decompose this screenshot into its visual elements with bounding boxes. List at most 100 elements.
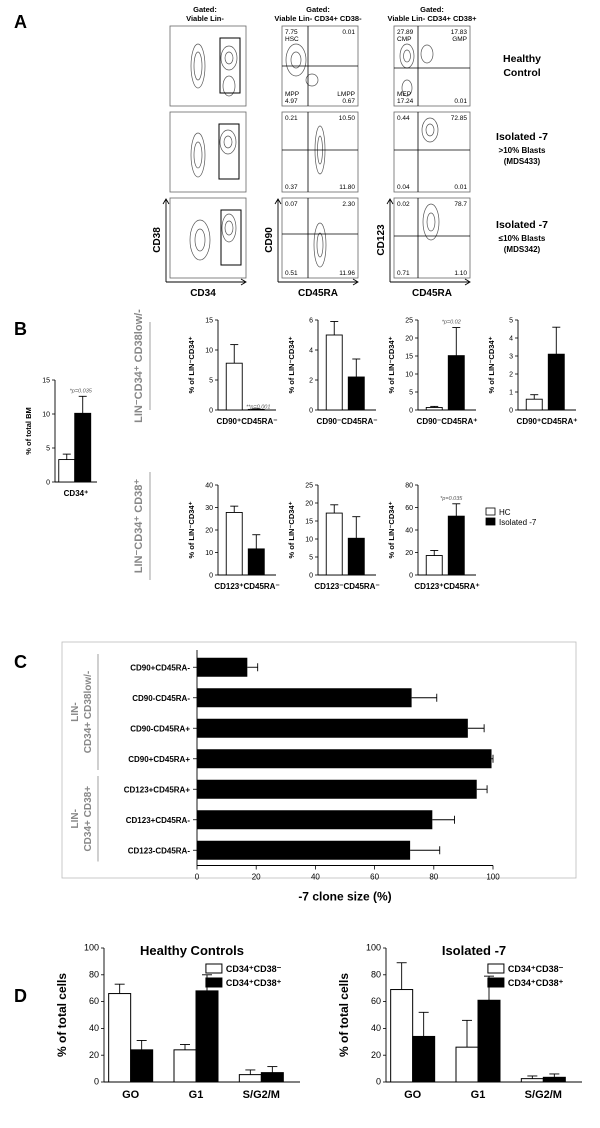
chart-0-xlabel: CD34⁺ (64, 489, 89, 498)
chart-0-bar-iso (74, 412, 92, 483)
chart-2-xlabel: CD90⁻CD45RA⁻ (317, 417, 378, 426)
chart-5-ytick-label-0: 0 (209, 573, 213, 580)
axis-label-cd45ra-2: CD45RA (412, 288, 452, 299)
chart-4-xlabel: CD90⁺CD45RA⁺ (517, 417, 578, 426)
q-r3c3-bl: 0.71 (397, 270, 410, 277)
chart-3-ytick-label-2: 10 (405, 372, 413, 379)
chart-9-bar-s0-0 (108, 993, 132, 1083)
chart-10-category-2: S/G2/M (525, 1089, 562, 1101)
q-r1c3-tr-name: GMP (452, 36, 467, 43)
chart-c-category-6: CD123-CD45RA- (128, 846, 191, 855)
chart-10-bar-s0-2 (520, 1078, 544, 1083)
chart-7-ylabel: % of LIN⁻CD34⁺ (387, 501, 396, 558)
contours-col2-col3 (285, 43, 440, 268)
chart-10-ytick-label-4: 80 (371, 969, 381, 979)
chart-9-legend-label-1: CD34⁺CD38⁺ (226, 978, 282, 988)
chart-0-ytick-label-0: 0 (46, 480, 50, 487)
q-r3c2-br: 11.96 (339, 270, 355, 277)
axis-label-cd45ra-1: CD45RA (298, 288, 338, 299)
q-r2c3-br: 0.01 (454, 184, 467, 191)
chart-10-category-1: G1 (471, 1089, 486, 1101)
chart-3-ylabel: % of LIN⁻CD34⁺ (387, 336, 396, 393)
chart-7-bar-hc (425, 555, 443, 576)
chart-3-ytick-label-3: 15 (405, 354, 413, 361)
chart-7-ytick-label-0: 0 (409, 573, 413, 580)
chart-2-bar-iso (347, 376, 365, 411)
chart-1-annotation: **p=0.001 (246, 404, 270, 410)
row-label-3-l3: (MDS342) (504, 245, 541, 254)
chart-4-ytick-label-3: 3 (509, 354, 513, 361)
axis-label-cd34: CD34 (190, 288, 216, 299)
chart-7-ytick-label-4: 80 (405, 483, 413, 490)
flow-plot-r2-c2 (281, 111, 359, 193)
chart-9-category-0: GO (122, 1089, 140, 1101)
axis-label-cd123: CD123 (376, 224, 387, 256)
chart-7-bar-iso (447, 515, 465, 576)
flow-plot-r3-c1 (169, 197, 247, 279)
chart-c-category-3: CD90+CD45RA+ (128, 755, 190, 764)
gate-header-3-l1: Gated: (420, 5, 444, 14)
chart-c-category-2: CD90-CD45RA+ (130, 724, 190, 733)
chart-10-ytick-label-1: 20 (371, 1050, 381, 1060)
q-r1c2-tl: 7.75 (285, 29, 298, 36)
axis-label-cd90: CD90 (264, 227, 275, 253)
chart-c-group-label-0-l2: CD34+ CD38low/- (83, 671, 94, 754)
legend-b-hc-swatch (485, 507, 496, 516)
chart-5-ytick-label-2: 20 (205, 528, 213, 535)
flow-plot-r3-c3 (393, 197, 471, 279)
chart-6-ytick-label-1: 5 (309, 555, 313, 562)
chart-4-ylabel: % of LIN⁻CD34⁺ (487, 336, 496, 393)
chart-9-legend-label-0: CD34⁺CD38⁻ (226, 964, 282, 974)
chart-9-legend-swatch-1 (205, 977, 223, 988)
gate-header-1-l2: Viable Lin- (186, 14, 224, 23)
q-r3c3-tr: 78.7 (454, 201, 467, 208)
row-title-b2: LIN⁻CD34⁺ CD38⁺ (133, 479, 145, 574)
row-label-3-l2: ≤10% Blasts (499, 234, 546, 243)
chart-7-ytick-label-2: 40 (405, 528, 413, 535)
chart-9-bar-s1-1 (195, 990, 219, 1083)
flow-plot-r2-c3 (393, 111, 471, 193)
q-r1c2-bl-name: MPP (285, 91, 299, 98)
gate-rect-r2 (218, 123, 240, 180)
chart-10-ylabel: % of total cells (337, 973, 351, 1057)
chart-7-ytick-label-1: 20 (405, 550, 413, 557)
chart-9-ytick-label-1: 20 (89, 1050, 99, 1060)
chart-2-ytick-label-0: 0 (309, 408, 313, 415)
chart-c-bar-6 (197, 840, 411, 860)
chart-10-bar-s1-2 (542, 1076, 566, 1083)
chart-9-bar-s0-2 (238, 1074, 262, 1083)
q-r1c3-bl: 17.24 (397, 98, 414, 105)
chart-9-ylabel: % of total cells (55, 973, 69, 1057)
chart-7-xlabel: CD123⁺CD45RA⁺ (414, 582, 479, 591)
chart-10-legend-swatch-1 (487, 977, 505, 988)
chart-10-bar-s1-0 (412, 1035, 436, 1083)
chart-9-ytick-label-0: 0 (94, 1077, 99, 1087)
row-label-3-l1: Isolated -7 (496, 219, 548, 231)
contours-col1 (189, 43, 238, 261)
chart-4-bar-iso (547, 353, 565, 411)
panel-c-frame (61, 641, 577, 879)
chart-10-bar-s0-0 (390, 989, 414, 1083)
chart-4-ytick-label-4: 4 (509, 336, 513, 343)
q-r2c2-bl: 0.37 (285, 184, 298, 191)
chart-6-xlabel: CD123⁻CD45RA⁻ (314, 582, 379, 591)
chart-c-bar-3 (197, 749, 492, 769)
chart-10-bar-s1-1 (477, 999, 501, 1083)
chart-0-ytick-label-1: 5 (46, 446, 50, 453)
chart-c-bar-1 (197, 688, 412, 708)
chart-c-xlabel: -7 clone size (%) (298, 890, 391, 904)
chart-c-category-1: CD90-CD45RA- (132, 694, 190, 703)
chart-9-ytick-label-5: 100 (84, 943, 99, 953)
chart-5-xlabel: CD123⁺CD45RA⁻ (214, 582, 279, 591)
axis-label-cd38: CD38 (152, 227, 163, 253)
q-r1c2-tr: 0.01 (342, 29, 355, 36)
chart-10-ytick-label-0: 0 (376, 1077, 381, 1087)
flow-plot-r1-c3 (393, 25, 471, 107)
q-r1c2-br-name: LMPP (337, 91, 355, 98)
gate-header-1-l1: Gated: (193, 5, 217, 14)
chart-9-ytick-label-2: 40 (89, 1023, 99, 1033)
chart-6-ylabel: % of LIN⁻CD34⁺ (287, 501, 296, 558)
